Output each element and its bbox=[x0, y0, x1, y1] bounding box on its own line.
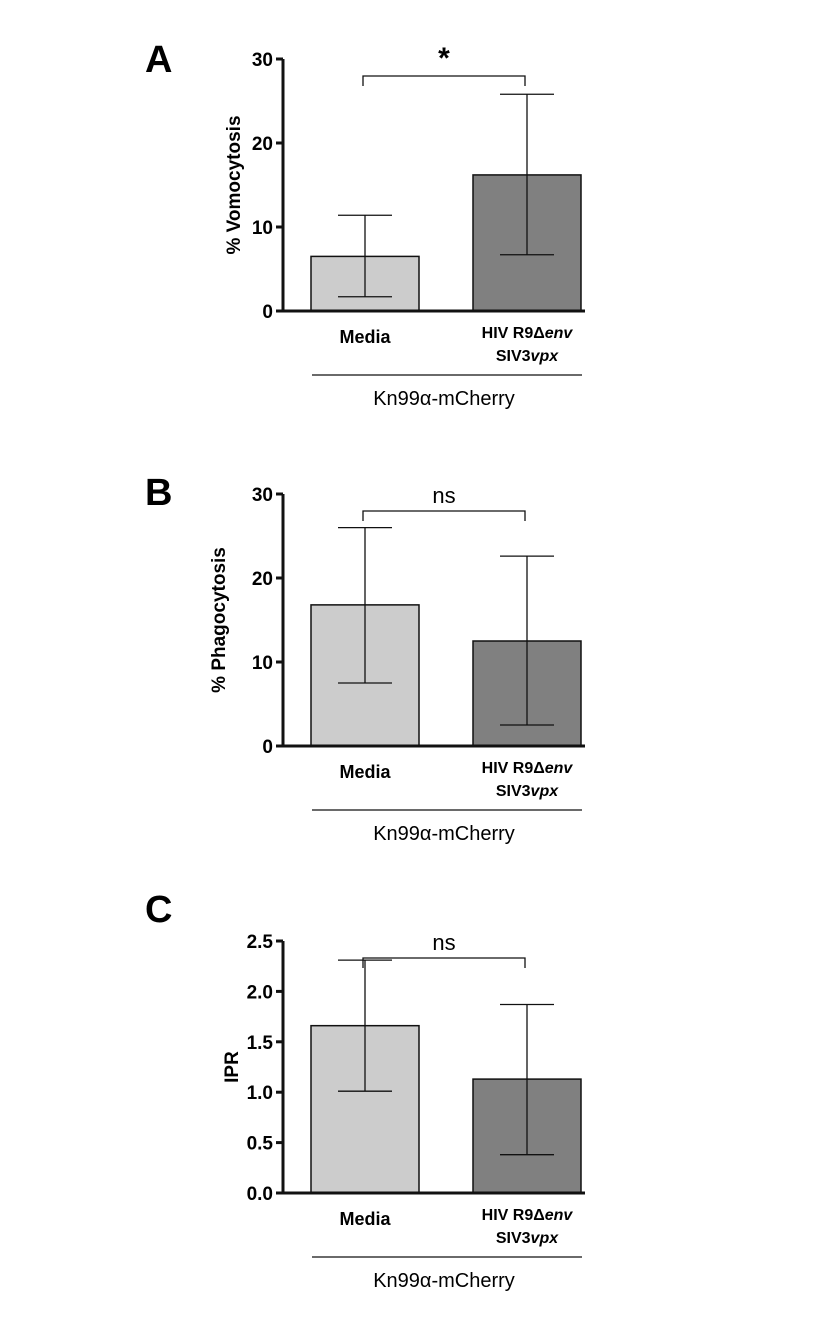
group-label: Kn99α-mCherry bbox=[373, 388, 515, 410]
group-label: Kn99α-mCherry bbox=[373, 823, 515, 845]
x-tick-label-media: Media bbox=[339, 762, 391, 782]
panel-label: A bbox=[145, 39, 172, 81]
y-tick-label: 1.5 bbox=[247, 1033, 274, 1054]
y-tick-label: 30 bbox=[252, 485, 273, 506]
y-tick-label: 0.5 bbox=[247, 1134, 274, 1155]
y-tick-label: 0 bbox=[262, 302, 273, 323]
x-tick-label-text: SIV3 bbox=[496, 1230, 531, 1247]
x-tick-label-text: SIV3 bbox=[496, 348, 531, 365]
y-tick-label: 0.0 bbox=[247, 1184, 273, 1205]
x-tick-label-text: HIV R9Δ bbox=[482, 1207, 545, 1224]
x-tick-label-text: SIV3 bbox=[496, 783, 531, 800]
significance-label: ns bbox=[432, 930, 455, 955]
x-tick-label-hiv-line2: SIV3vpx bbox=[496, 348, 559, 365]
y-tick-label: 2.5 bbox=[247, 932, 274, 953]
y-axis-label: IPR bbox=[222, 1051, 243, 1083]
x-tick-label-italic: vpx bbox=[531, 1230, 560, 1247]
x-tick-label-text: HIV R9Δ bbox=[482, 325, 545, 342]
y-tick-label: 30 bbox=[252, 50, 273, 71]
x-tick-label-media: Media bbox=[339, 327, 391, 347]
chart-panel-b: B 0 10 20 30 % Phagocytosis ns Media HIV R9Δenv S… bbox=[145, 472, 585, 845]
y-tick-label: 1.0 bbox=[247, 1083, 273, 1104]
x-tick-label-italic: env bbox=[545, 325, 574, 342]
chart-panel-a: A 0 10 20 30 % Vomocytosis * Media HIV R9Δenv SIV… bbox=[145, 39, 585, 410]
y-tick-label: 10 bbox=[252, 653, 273, 674]
y-tick-label: 0 bbox=[262, 737, 273, 758]
x-tick-label-hiv-line1: HIV R9Δenv bbox=[482, 325, 574, 342]
x-tick-label-hiv-line2: SIV3vpx bbox=[496, 1230, 559, 1247]
y-tick-label: 20 bbox=[252, 134, 273, 155]
x-tick-label-italic: vpx bbox=[531, 348, 560, 365]
panel-label: C bbox=[145, 889, 172, 931]
y-axis-label: % Vomocytosis bbox=[224, 115, 245, 254]
x-tick-label-text: HIV R9Δ bbox=[482, 760, 545, 777]
x-tick-label-hiv-line2: SIV3vpx bbox=[496, 783, 559, 800]
y-axis-label: % Phagocytosis bbox=[209, 547, 230, 693]
x-tick-label-hiv-line1: HIV R9Δenv bbox=[482, 1207, 574, 1224]
x-tick-label-media: Media bbox=[339, 1209, 391, 1229]
x-tick-label-italic: env bbox=[545, 1207, 574, 1224]
significance-bracket bbox=[362, 510, 526, 521]
chart-panel-c: C 0.0 0.5 1.0 1.5 2.0 2.5 IPR ns Media HIV R9Δenv S… bbox=[145, 889, 585, 1292]
x-tick-label-hiv-line1: HIV R9Δenv bbox=[482, 760, 574, 777]
significance-bracket bbox=[362, 957, 526, 968]
x-tick-label-italic: env bbox=[545, 760, 574, 777]
group-label: Kn99α-mCherry bbox=[373, 1270, 515, 1292]
y-tick-label: 20 bbox=[252, 569, 273, 590]
x-tick-label-italic: vpx bbox=[531, 783, 560, 800]
y-tick-label: 10 bbox=[252, 218, 273, 239]
panel-label: B bbox=[145, 472, 172, 514]
significance-bracket bbox=[362, 75, 526, 86]
significance-label: * bbox=[438, 42, 450, 75]
y-tick-label: 2.0 bbox=[247, 982, 273, 1003]
significance-label: ns bbox=[432, 483, 455, 508]
